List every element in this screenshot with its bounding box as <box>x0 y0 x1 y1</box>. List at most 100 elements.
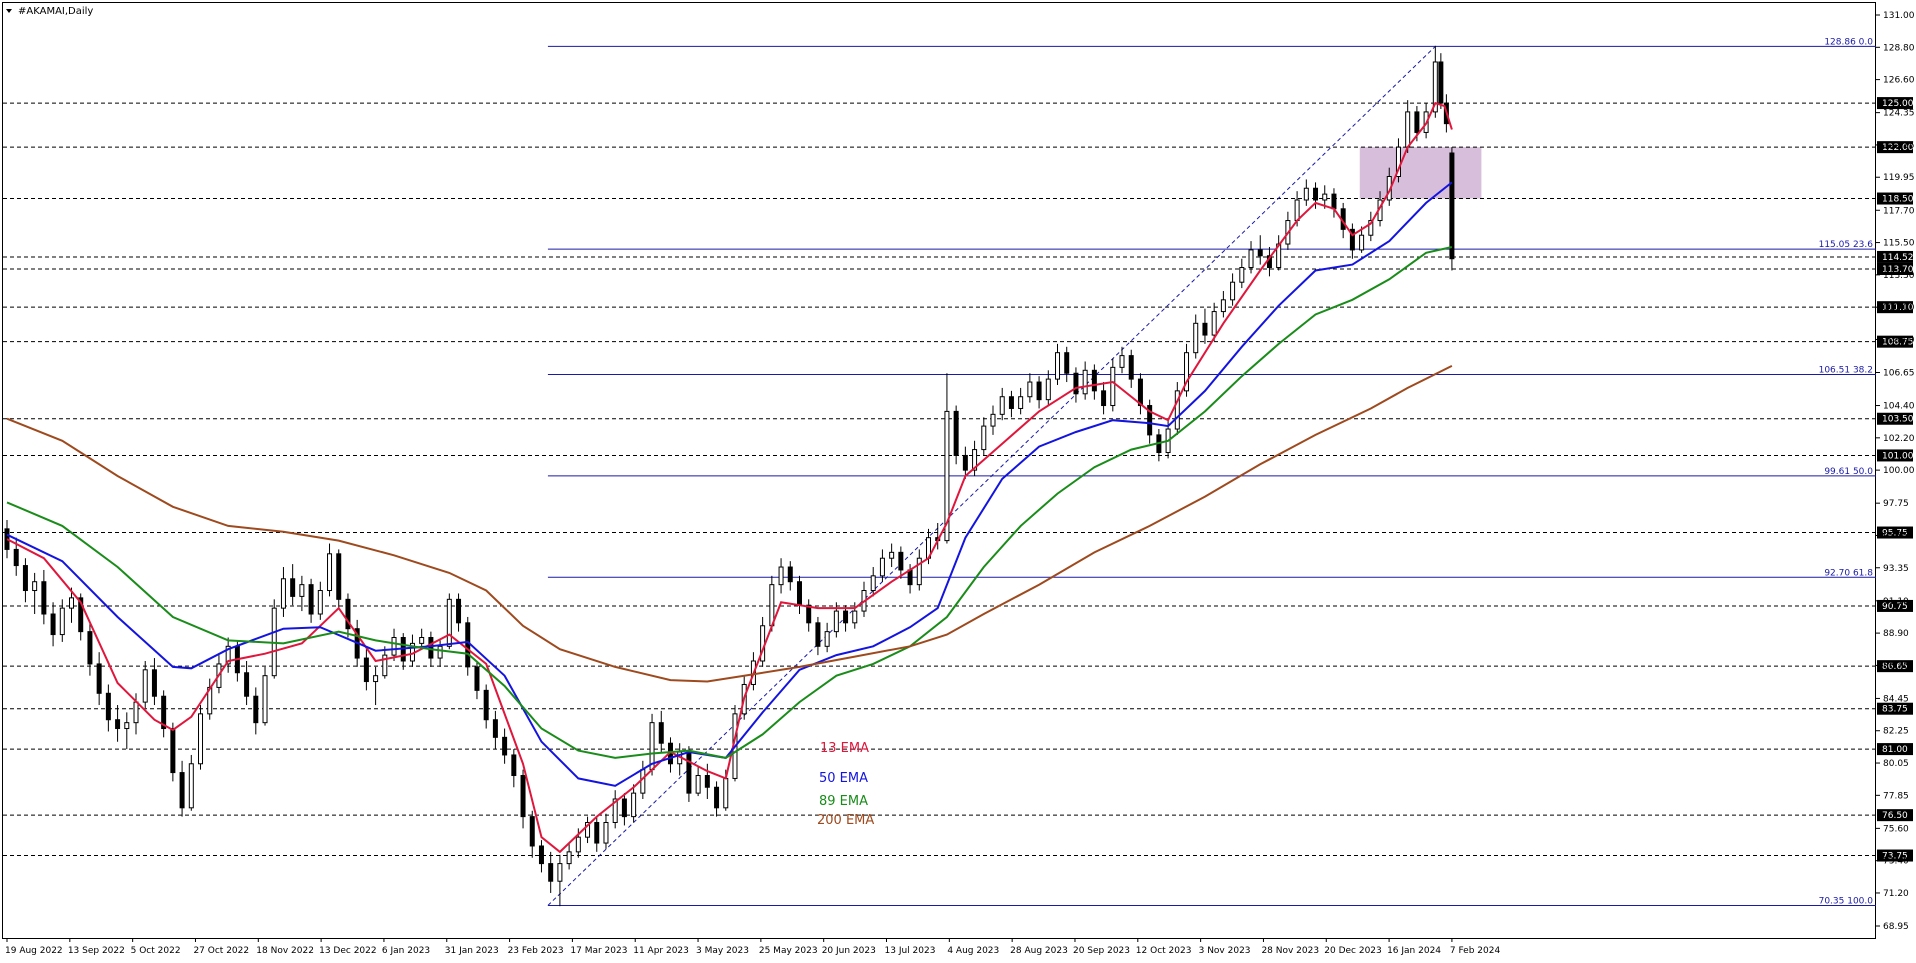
candle-body <box>161 695 167 730</box>
candle-body <box>59 607 65 636</box>
candle-body <box>1239 267 1245 283</box>
y-tick-label: 73.40 <box>1883 857 1909 867</box>
candle-body <box>1091 369 1097 392</box>
resistance-zone <box>1359 147 1482 199</box>
y-tick-label: 91.10 <box>1883 597 1909 607</box>
y-tick-label: 124.35 <box>1883 109 1915 119</box>
dropdown-triangle-icon[interactable] <box>6 9 12 13</box>
candle-body <box>1082 369 1088 395</box>
x-tick-label: 7 Feb 2024 <box>1450 946 1501 956</box>
level-tag-label: 113.70 <box>1882 265 1914 275</box>
candle-body <box>1064 352 1070 374</box>
candle-body <box>714 786 720 809</box>
y-tick-label: 102.20 <box>1883 434 1915 444</box>
x-tick-label: 27 Oct 2022 <box>193 946 249 956</box>
candle-body <box>1174 390 1180 430</box>
level-tag-label: 125.00 <box>1882 99 1914 109</box>
level-tag-label: 103.50 <box>1882 415 1914 425</box>
candle-body <box>640 769 646 794</box>
candle-body <box>124 722 130 730</box>
candle-body <box>1349 228 1355 251</box>
candle-body <box>953 410 959 456</box>
candle-body <box>557 863 563 882</box>
x-tick-label: 18 Nov 2022 <box>256 946 314 956</box>
candle-body <box>1303 187 1309 201</box>
candle-body <box>695 775 701 794</box>
level-tag <box>1877 702 1913 715</box>
level-tag-label: 76.50 <box>1882 811 1908 821</box>
y-tick-label: 97.75 <box>1883 499 1909 509</box>
candle-body <box>787 566 793 583</box>
chart-title: #AKAMAI,Daily <box>18 6 93 17</box>
y-tick-label: 75.60 <box>1883 824 1909 834</box>
candle-body <box>824 631 830 647</box>
candle-body <box>502 736 508 756</box>
level-tag-label: 95.75 <box>1882 529 1908 539</box>
candle-body <box>1147 405 1153 436</box>
candle-body <box>778 566 784 586</box>
candle-body <box>1211 311 1217 336</box>
y-tick-label: 71.20 <box>1883 889 1909 899</box>
candle-body <box>483 689 489 721</box>
candle-body <box>594 821 600 844</box>
ema-line-1 <box>6 101 1453 854</box>
x-tick-label: 16 Jan 2024 <box>1387 946 1441 956</box>
candle-body <box>704 775 710 788</box>
y-tick-label: 82.25 <box>1883 727 1909 737</box>
candle-body <box>188 763 194 809</box>
candle-body <box>253 695 259 724</box>
level-tag-label: 101.00 <box>1882 451 1914 461</box>
candle-body <box>972 449 978 471</box>
candle-body <box>474 666 480 691</box>
candle-body <box>916 557 922 586</box>
candle-body <box>1359 234 1365 251</box>
candle-body <box>69 597 75 609</box>
candle-body <box>833 610 839 633</box>
candle-body <box>1036 381 1042 401</box>
level-tag-label: 118.50 <box>1882 195 1914 205</box>
candle-body <box>87 631 93 665</box>
candle-body <box>198 713 204 765</box>
candle-body <box>796 581 802 606</box>
candle-body <box>13 548 19 567</box>
y-axis: 131.00 128.80 126.60 124.35 122.15 119.95 117.… <box>1876 11 1915 932</box>
candle-body <box>244 672 250 697</box>
x-tick-label: 13 Dec 2022 <box>319 946 377 956</box>
ema-line-4 <box>6 365 1453 683</box>
ema-line-3 <box>6 246 1453 759</box>
candle-body <box>1128 355 1134 380</box>
level-tag <box>1877 599 1913 612</box>
candle-body <box>437 645 443 659</box>
ema-lines <box>6 101 1453 854</box>
candle-body <box>446 598 452 647</box>
candle-body <box>225 645 231 665</box>
level-tag <box>1877 849 1913 862</box>
candle-body <box>290 578 296 597</box>
candle-body <box>179 772 185 809</box>
candle-body <box>990 413 996 427</box>
y-tick-label: 117.70 <box>1883 206 1915 216</box>
candle-body <box>262 675 268 724</box>
candle-body <box>1313 187 1319 201</box>
candle-body <box>492 719 498 738</box>
candle-body <box>769 584 775 627</box>
candle-body <box>1395 146 1401 177</box>
candle-body <box>585 821 591 838</box>
level-tag <box>1877 449 1913 462</box>
candle-body <box>41 581 47 615</box>
candle-body <box>999 396 1005 415</box>
trend-channel-line <box>547 46 1436 906</box>
candle-body <box>1230 281 1236 301</box>
candle-body <box>548 863 554 882</box>
candle-body <box>889 551 895 559</box>
y-tick-label: 113.30 <box>1883 271 1915 281</box>
candle-body <box>898 551 904 571</box>
y-tick-label: 88.90 <box>1883 629 1909 639</box>
candle-body <box>511 754 517 777</box>
candle-body <box>1368 220 1374 236</box>
level-tag-label: 122.00 <box>1882 143 1914 153</box>
candle-body <box>1294 199 1300 222</box>
x-tick-label: 28 Nov 2023 <box>1261 946 1319 956</box>
candle-body <box>1101 390 1107 407</box>
level-tag <box>1877 412 1913 425</box>
